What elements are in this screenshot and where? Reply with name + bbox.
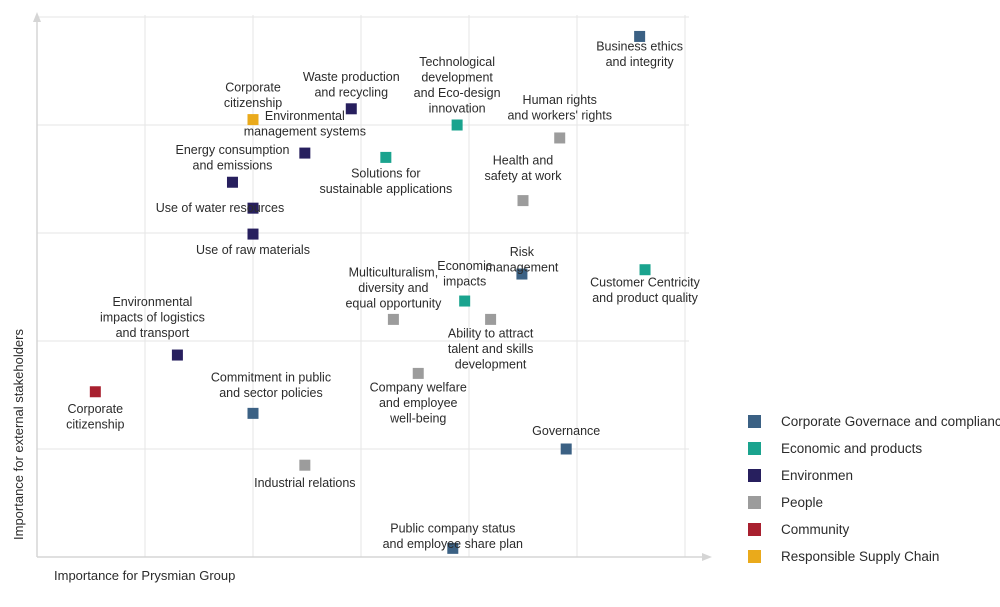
- legend-swatch: [748, 550, 761, 563]
- legend-label: Community: [781, 522, 850, 537]
- data-point-label: Public company status and employee share …: [383, 521, 523, 551]
- data-point-marker: [247, 202, 259, 214]
- legend-swatch: [748, 523, 761, 536]
- data-point-label: Environmental management systems: [244, 109, 366, 139]
- data-point-label: Technological development and Eco-design in…: [414, 55, 501, 116]
- data-point-marker: [447, 542, 459, 554]
- data-point-marker: [517, 195, 529, 207]
- data-point-label: Health and safety at work: [484, 154, 562, 184]
- data-point-marker: [387, 313, 399, 325]
- x-axis-title: Importance for Prysmian Group: [54, 568, 235, 583]
- legend-item: Community: [748, 516, 1000, 543]
- legend-swatch: [748, 415, 761, 428]
- data-point-label: Governance: [532, 424, 600, 438]
- data-point-marker: [345, 103, 357, 115]
- legend-item: Responsible Supply Chain: [748, 543, 1000, 570]
- legend-label: Responsible Supply Chain: [781, 549, 940, 564]
- y-axis-title: Importance for external stakeholders: [11, 329, 26, 540]
- y-axis-arrow: [33, 12, 41, 22]
- data-point-label: Energy consumption and emissions: [176, 143, 290, 173]
- data-point-label: Economic impacts: [437, 259, 492, 289]
- legend-swatch: [748, 469, 761, 482]
- legend-item: People: [748, 489, 1000, 516]
- data-point-label: Ability to attract talent and skills devel…: [448, 326, 534, 371]
- data-point-marker: [451, 119, 463, 131]
- data-point-marker: [299, 459, 311, 471]
- data-point-label: Solutions for sustainable applications: [319, 166, 452, 196]
- legend-swatch: [748, 442, 761, 455]
- data-point-marker: [560, 443, 572, 455]
- data-point-label: Industrial relations: [254, 476, 355, 490]
- data-point-marker: [554, 132, 566, 144]
- data-point-label: Use of raw materials: [196, 243, 310, 257]
- data-points: [89, 30, 651, 554]
- point-labels: Business ethics and integrity Risk manageme…: [66, 39, 701, 550]
- data-point-label: Risk management: [485, 245, 558, 275]
- legend-label: Corporate Governace and compliance: [781, 414, 1000, 429]
- data-point-marker: [247, 407, 259, 419]
- data-point-marker: [171, 349, 183, 361]
- data-point-marker: [247, 228, 259, 240]
- legend-item: Economic and products: [748, 435, 1000, 462]
- data-point-label: Environmental impacts of logistics and tra…: [100, 295, 205, 340]
- data-point-label: Waste production and recycling: [303, 70, 400, 100]
- x-axis-arrow: [702, 553, 712, 561]
- data-point-marker: [226, 176, 238, 188]
- grid: [37, 15, 689, 557]
- data-point-marker: [380, 151, 392, 163]
- data-point-label: Human rights and workers' rights: [507, 93, 612, 123]
- data-point-marker: [459, 295, 471, 307]
- data-point-label: Multiculturalism, diversity and equal oppo…: [345, 265, 442, 310]
- data-point-marker: [516, 268, 528, 280]
- legend-item: Environmen: [748, 462, 1000, 489]
- data-point-label: Corporate citizenship: [224, 81, 282, 111]
- data-point-label: Corporate citizenship: [66, 402, 124, 432]
- legend: Corporate Governace and compliance Econom…: [748, 408, 1000, 570]
- data-point-label: Commitment in public and sector policies: [211, 370, 331, 400]
- legend-label: People: [781, 495, 824, 510]
- legend-item: Corporate Governace and compliance: [748, 408, 1000, 435]
- data-point-label: Company welfare and employee well-being: [370, 380, 467, 425]
- legend-label: Economic and products: [781, 441, 923, 456]
- data-point-label: Business ethics and integrity: [596, 39, 683, 69]
- data-point-marker: [89, 386, 101, 398]
- legend-swatch: [748, 496, 761, 509]
- data-point-marker: [639, 264, 651, 276]
- legend-label: Environmen: [781, 468, 854, 483]
- data-point-marker: [634, 30, 646, 42]
- data-point-marker: [299, 147, 311, 159]
- data-point-marker: [247, 114, 259, 126]
- data-point-marker: [412, 367, 424, 379]
- data-point-marker: [485, 313, 497, 325]
- axes: [33, 12, 712, 561]
- data-point-label: Customer Centricity and product quality: [590, 276, 700, 306]
- data-point-label: Use of water resources: [156, 201, 285, 215]
